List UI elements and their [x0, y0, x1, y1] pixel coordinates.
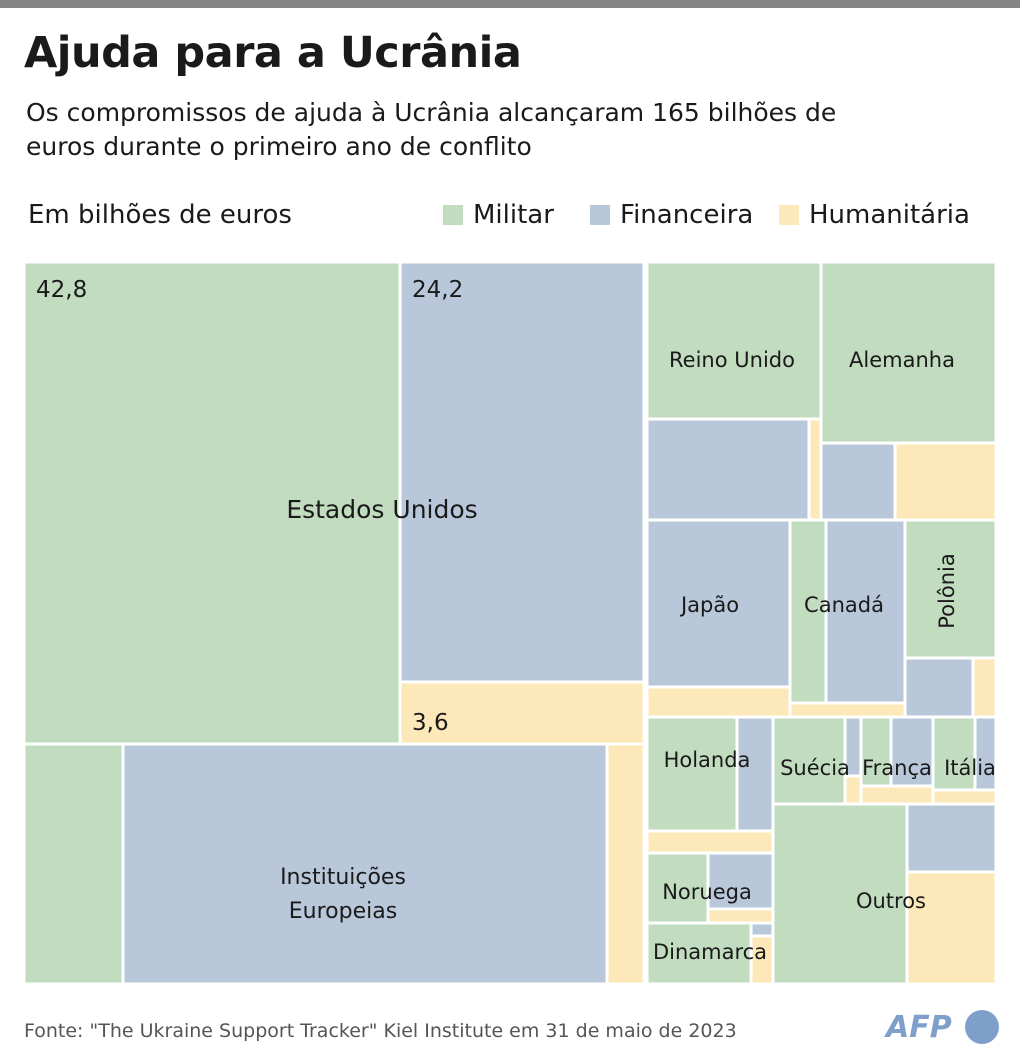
treemap-cell-reino-unido-humanitaria — [807, 417, 823, 522]
country-label-instituicoes-europeias-line2: Europeias — [289, 899, 397, 924]
legend-swatch-financeira — [590, 205, 610, 225]
country-label-italia: Itália — [944, 756, 996, 780]
treemap-cell-dinamarca-militar — [645, 921, 753, 986]
treemap-cell-alemanha-humanitaria — [893, 441, 998, 522]
treemap-cell-polonia-militar — [903, 518, 998, 660]
afp-logo-dot — [965, 1010, 999, 1044]
treemap-cell-noruega-financeira — [706, 851, 775, 911]
treemap-cell-polonia-humanitaria — [971, 656, 998, 719]
treemap-cell-japao-humanitaria — [645, 685, 792, 719]
treemap-cell-outros-humanitaria — [905, 870, 998, 986]
value-label-estados-unidos-militar: 42,8 — [36, 277, 87, 303]
legend-item-financeira: Financeira — [590, 200, 753, 230]
treemap-cell-alemanha-financeira — [819, 441, 897, 522]
legend-label-humanitaria: Humanitária — [809, 200, 970, 230]
top-rule — [0, 0, 1020, 8]
source-note: Fonte: "The Ukraine Support Tracker" Kie… — [24, 1020, 737, 1042]
legend-label-financeira: Financeira — [620, 200, 754, 230]
treemap-cell-outros-militar — [771, 802, 909, 986]
treemap-cell-suecia-humanitaria — [843, 774, 863, 806]
legend-label-militar: Militar — [473, 200, 554, 230]
treemap-cell-instituicoes-europeias-militar — [22, 742, 125, 986]
country-label-reino-unido: Reino Unido — [669, 348, 795, 372]
treemap-cell-franca-humanitaria — [859, 784, 935, 806]
treemap-cell-italia-humanitaria — [931, 788, 998, 806]
chart-subtitle: Os compromissos de ajuda à Ucrânia alcan… — [26, 98, 837, 161]
country-label-outros: Outros — [856, 889, 926, 913]
country-label-holanda: Holanda — [664, 748, 751, 772]
country-label-canada: Canadá — [804, 593, 884, 617]
treemap-cell-instituicoes-europeias-financeira — [121, 742, 609, 986]
treemap-cell-reino-unido-militar — [645, 260, 823, 421]
unit-label: Em bilhões de euros — [28, 200, 292, 230]
legend-item-militar: Militar — [443, 200, 554, 230]
country-label-japao: Japão — [679, 593, 739, 617]
country-label-dinamarca: Dinamarca — [653, 940, 767, 964]
treemap-cell-holanda-financeira — [735, 715, 775, 833]
treemap-cell-outros-financeira — [905, 802, 998, 874]
country-label-noruega: Noruega — [662, 880, 752, 904]
country-label-alemanha: Alemanha — [849, 348, 955, 372]
value-label-estados-unidos-humanitaria: 3,6 — [412, 710, 449, 736]
treemap-cell-polonia-financeira — [903, 656, 975, 719]
treemap-cell-japao-financeira — [645, 518, 792, 689]
country-label-estados-unidos: Estados Unidos — [286, 495, 477, 524]
treemap-cell-holanda-militar — [645, 715, 739, 833]
chart-title: Ajuda para a Ucrânia — [24, 28, 522, 78]
country-label-polonia: Polônia — [935, 553, 959, 628]
legend-item-humanitaria: Humanitária — [779, 200, 970, 230]
treemap-cell-canada-militar — [788, 518, 828, 705]
treemap-cell-noruega-humanitaria — [706, 907, 775, 925]
treemap-cell-reino-unido-financeira — [645, 417, 811, 522]
afp-logo: AFP — [886, 1010, 952, 1045]
country-label-instituicoes-europeias-line1: Instituições — [280, 865, 406, 890]
treemap-cell-estados-unidos-financeira — [398, 260, 646, 684]
treemap-cell-instituicoes-europeias-humanitaria — [605, 742, 646, 986]
country-label-suecia: Suécia — [780, 756, 850, 780]
value-label-estados-unidos-financeira: 24,2 — [412, 277, 463, 303]
legend-swatch-militar — [443, 205, 463, 225]
treemap-cell-canada-humanitaria — [788, 701, 907, 719]
treemap-cell-alemanha-militar — [819, 260, 998, 445]
country-label-franca: França — [862, 756, 932, 780]
treemap-cell-dinamarca-financeira — [749, 921, 775, 938]
treemap-cell-holanda-humanitaria — [645, 829, 775, 855]
legend-swatch-humanitaria — [779, 205, 799, 225]
